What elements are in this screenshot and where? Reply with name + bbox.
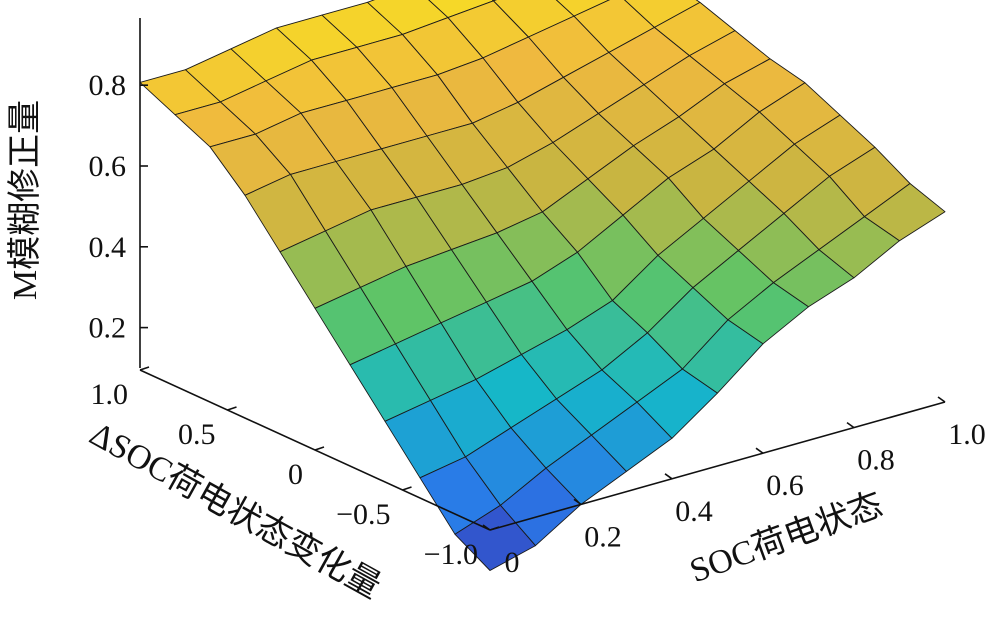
x-tick-label: 0.8 [857,444,895,477]
y-tick-mark [314,446,325,451]
x-tick-label: 0 [505,546,520,579]
z-tick-label: 0.6 [89,150,127,183]
y-tick-mark [139,366,150,371]
y-tick-label: 0.5 [178,418,216,451]
y-tick-label: 0 [288,458,303,491]
x-tick-mark [846,421,855,429]
surface-mesh [139,0,946,571]
y-tick-label: 1.0 [91,378,129,411]
z-axis-title: M模糊修正量 [6,100,44,300]
x-tick-label: 1.0 [948,418,986,451]
y-tick-mark [489,526,500,531]
x-tick-mark [664,473,673,480]
x-tick-mark [482,524,491,531]
axes [139,18,946,531]
x-tick-mark [937,396,946,403]
tick-labels: 0.2 0.4 0.6 0.8 −1.0 −0.5 0 0.5 1.0 0 0.2 0.4 0.6 0.8… [89,69,986,579]
z-tick-label: 0.2 [89,312,127,345]
y-tick-mark [227,406,237,411]
z-tick-label: 0.8 [89,69,127,102]
x-tick-label: 0.2 [584,520,622,553]
x-tick-label: 0.4 [675,495,713,528]
y-tick-label: −0.5 [336,498,390,531]
y-tick-mark [402,486,412,491]
y-tick-label: −1.0 [424,538,478,571]
x-tick-label: 0.6 [766,469,804,502]
x-tick-mark [573,498,582,506]
z-tick-label: 0.4 [89,231,127,264]
surface-face [864,183,946,242]
x-axis-line [489,401,946,531]
x-tick-mark [755,447,764,454]
